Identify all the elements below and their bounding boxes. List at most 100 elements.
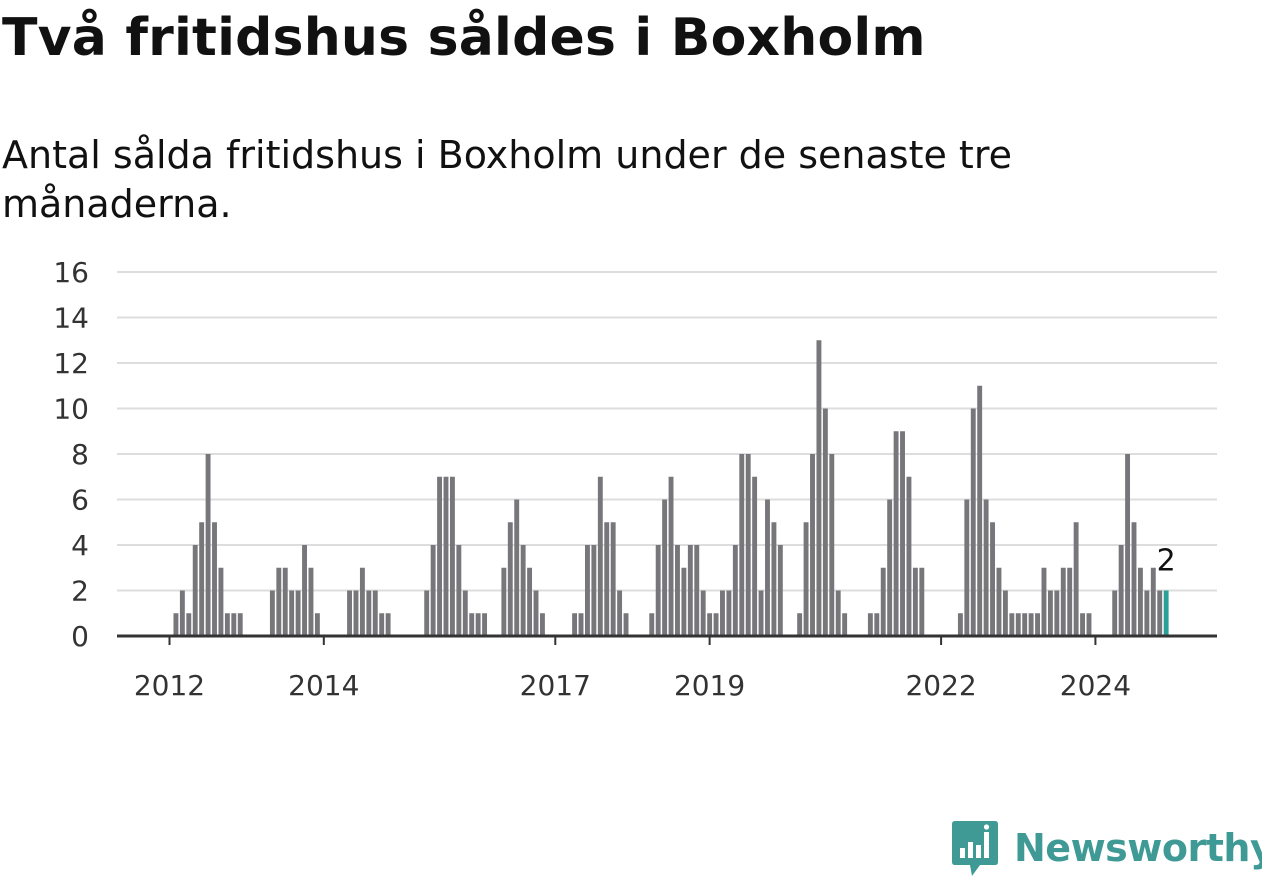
- bar: [687, 545, 693, 636]
- y-tick-label: 6: [71, 484, 89, 517]
- bar: [893, 431, 899, 636]
- bar: [578, 613, 584, 636]
- bar: [970, 408, 976, 636]
- bar: [745, 454, 751, 636]
- bar: [1144, 590, 1150, 636]
- bar: [1041, 567, 1047, 636]
- bar: [199, 522, 205, 636]
- bar: [1022, 613, 1028, 636]
- bar: [597, 476, 603, 636]
- bar: [867, 613, 873, 636]
- bar: [1112, 590, 1118, 636]
- bar: [1137, 567, 1143, 636]
- bar: [1086, 613, 1092, 636]
- bar: [456, 545, 462, 636]
- bar: [366, 590, 372, 636]
- bar: [514, 499, 520, 636]
- bar: [462, 590, 468, 636]
- latest-value-label: 2: [1157, 544, 1176, 579]
- bar: [919, 567, 925, 636]
- bar: [732, 545, 738, 636]
- bar: [424, 590, 430, 636]
- bar: [1118, 545, 1124, 636]
- chart-subtitle: Antal sålda fritidshus i Boxholm under d…: [2, 133, 1012, 226]
- bar: [379, 613, 385, 636]
- bar: [527, 567, 533, 636]
- bar: [501, 567, 507, 636]
- newsworthy-logo: Newsworthy: [950, 818, 1262, 878]
- bar: [655, 545, 661, 636]
- y-tick-label: 14: [53, 302, 89, 335]
- bar: [835, 590, 841, 636]
- bar: [1035, 613, 1040, 636]
- bar: [269, 590, 275, 636]
- bar: [539, 613, 545, 636]
- bar: [720, 590, 725, 636]
- bar: [430, 545, 436, 636]
- bar: [314, 613, 320, 636]
- brand-name: Newsworthy: [1014, 826, 1262, 870]
- bar: [996, 567, 1002, 636]
- bar: [173, 613, 179, 636]
- bar: [1157, 590, 1163, 636]
- x-axis-ticks: 2012 2014 2017 2019 2022 2024: [134, 636, 1131, 702]
- bar: [1080, 613, 1086, 636]
- bar: [681, 567, 687, 636]
- bar: [623, 613, 629, 636]
- bar: [617, 590, 623, 636]
- bar: [205, 454, 211, 636]
- y-tick-label: 2: [71, 575, 89, 608]
- bar: [475, 613, 481, 636]
- bar: [713, 613, 719, 636]
- bars: [173, 340, 1169, 636]
- bar: [964, 499, 970, 636]
- bar: [231, 613, 237, 636]
- bar-latest: [1163, 590, 1169, 636]
- x-tick-label: 2019: [674, 669, 745, 702]
- bar: [302, 545, 307, 636]
- bar: [1054, 590, 1060, 636]
- y-axis-ticks: 0 2 4 6 8 10 12 14 16: [53, 256, 89, 653]
- chart-title: Två fritidshus såldes i Boxholm: [2, 8, 926, 68]
- x-tick-label: 2012: [134, 669, 205, 702]
- bar: [224, 613, 230, 636]
- bar: [675, 545, 680, 636]
- x-tick-label: 2022: [905, 669, 976, 702]
- bar: [437, 476, 443, 636]
- bar: [507, 522, 513, 636]
- bar: [726, 590, 732, 636]
- x-tick-label: 2024: [1060, 669, 1131, 702]
- bar: [900, 431, 905, 636]
- bar: [957, 613, 963, 636]
- bar: [218, 567, 224, 636]
- bar: [308, 567, 314, 636]
- bar: [1125, 454, 1131, 636]
- bar: [372, 590, 378, 636]
- bar: [739, 454, 745, 636]
- bar: [610, 522, 616, 636]
- bar: [816, 340, 822, 636]
- bar: [1028, 613, 1034, 636]
- bar: [758, 590, 764, 636]
- bar: [591, 545, 597, 636]
- bar: [906, 476, 912, 636]
- bar: [700, 590, 706, 636]
- bar: [482, 613, 488, 636]
- bar: [469, 613, 475, 636]
- grid-lines: [117, 271, 1217, 592]
- bar: [520, 545, 526, 636]
- bar: [186, 613, 192, 636]
- bar: [1047, 590, 1053, 636]
- bar: [803, 522, 809, 636]
- bar: [829, 454, 835, 636]
- bar: [983, 499, 989, 636]
- bar: [797, 613, 803, 636]
- bar: [347, 590, 352, 636]
- bar: [572, 613, 578, 636]
- bar: [1015, 613, 1021, 636]
- bar: [765, 499, 770, 636]
- bar: [810, 454, 815, 636]
- bar: [977, 385, 983, 636]
- bar: [874, 613, 880, 636]
